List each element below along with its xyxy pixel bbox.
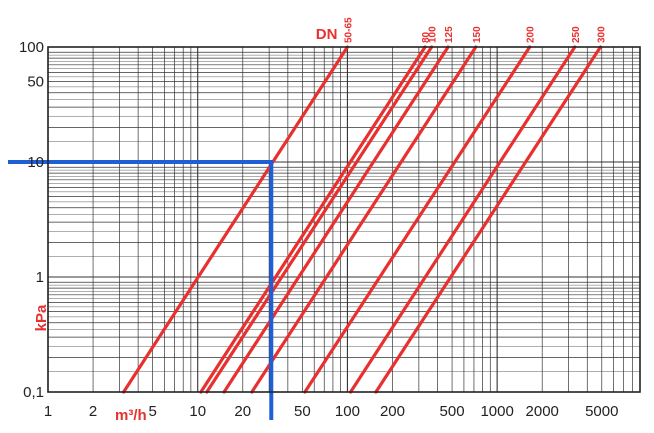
series-line-dn-125 [222,45,450,394]
y-tick-label: 50 [27,74,44,91]
series-lines [122,45,603,394]
series-line-dn-300 [374,45,603,394]
y-tick-label: 1 [36,269,44,286]
series-label-dn-250: 250 [571,26,582,43]
plot-frame [47,46,641,393]
x-tick-label: 1 [44,403,52,420]
series-line-dn-80 [199,45,427,394]
x-tick-label: 5000 [585,403,618,420]
series-line-dn-200 [303,45,532,394]
series-line-dn-150 [250,45,478,394]
x-tick-label: 1000 [480,403,513,420]
x-tick-label: 50 [294,403,311,420]
series-line-dn-250 [348,45,577,394]
x-tick-label: 500 [440,403,465,420]
series-line-dn-100 [205,45,434,394]
series-label-dn-50-65: 50-65 [343,17,354,43]
x-tick-label: 200 [380,403,405,420]
y-tick-label: 10 [27,154,44,171]
series-label-dn-80: 80 [421,31,432,43]
y-tick-label: 100 [19,39,44,56]
series-label-dn-125: 125 [444,26,455,43]
y-tick-labels: 0,1 1 10 50 100 [19,39,44,401]
operating-point-marker [8,160,274,420]
legend-title: DN [316,26,338,43]
x-tick-labels: 1 2 5 10 20 50 100 200 500 1000 2000 5000 [44,403,619,420]
y-tick-label: 0,1 [23,384,44,401]
x-tick-label: 2 [89,403,97,420]
series-label-dn-100: 100 [428,26,439,43]
series-label-dn-200: 200 [526,26,537,43]
x-axis-label: m³/h [115,407,147,424]
x-tick-label: 5 [148,403,156,420]
grid [47,47,641,393]
marker-line [8,160,274,420]
x-tick-label: 100 [335,403,360,420]
series-line-dn-50-65 [122,45,350,394]
x-tick-label: 10 [189,403,206,420]
series-label-dn-150: 150 [472,26,483,43]
series-label-dn-300: 300 [596,26,607,43]
x-tick-label: 20 [234,403,251,420]
x-tick-label: 2000 [526,403,559,420]
y-axis-label: kPa [33,304,50,331]
